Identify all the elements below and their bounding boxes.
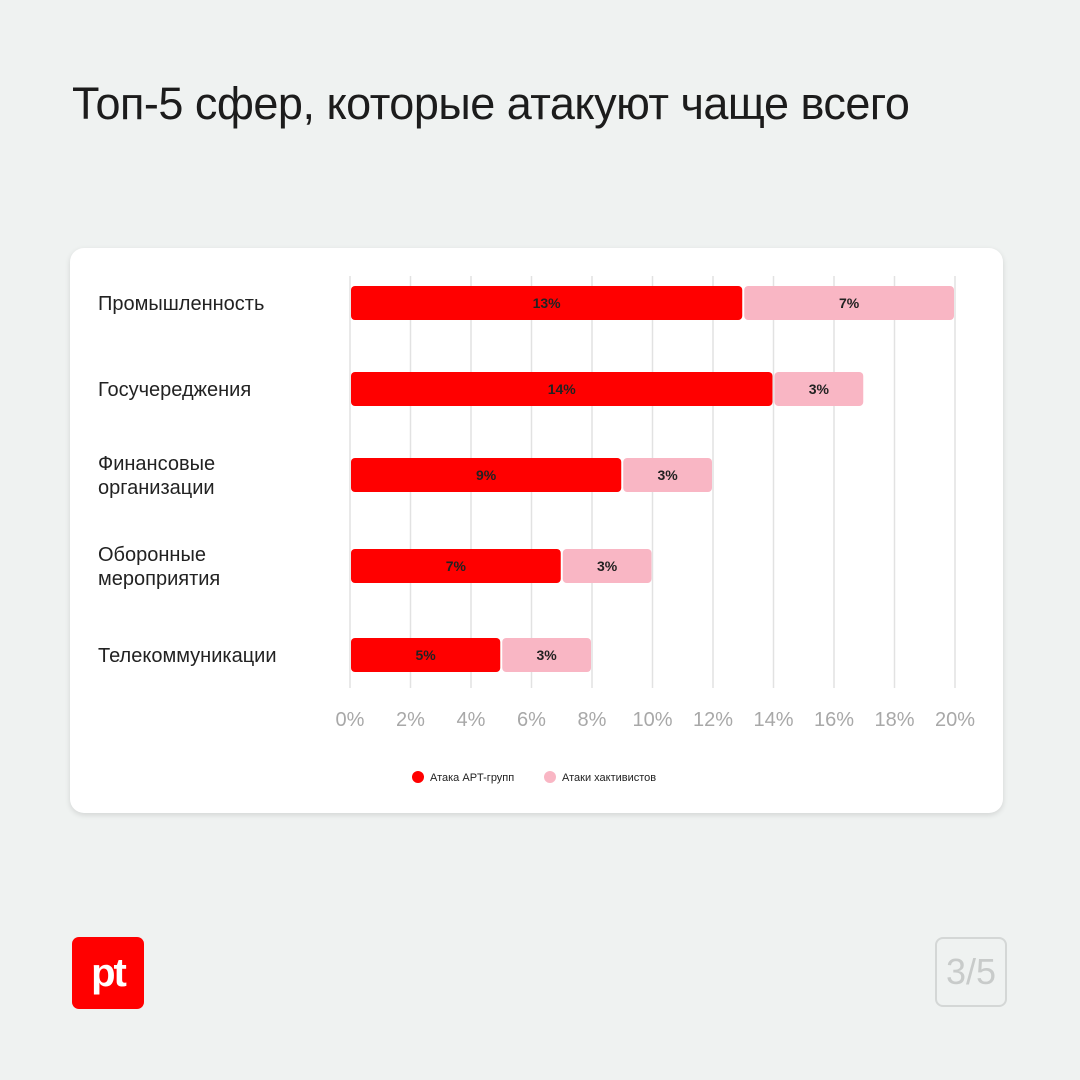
data-label: 3%	[809, 381, 830, 397]
data-label: 9%	[476, 467, 497, 483]
bar-hacktivist	[502, 638, 591, 672]
bar-apt	[351, 372, 773, 406]
category-label: мероприятия	[98, 568, 220, 590]
category-label: Оборонные	[98, 544, 206, 566]
data-label: 3%	[597, 558, 618, 574]
data-label: 13%	[533, 295, 562, 311]
page-indicator: 3/5	[935, 937, 1007, 1007]
data-label: 14%	[548, 381, 577, 397]
page-title: Топ-5 сфер, которые атакуют чаще всего	[72, 78, 910, 129]
x-tick-label: 8%	[578, 709, 607, 731]
data-label: 7%	[839, 295, 860, 311]
category-label: Госучереджения	[98, 379, 251, 401]
chart-card: 0% 2% 4% 6% 8% 10% 12% 14% 16% 18% 20% Промышленнос…	[70, 248, 1003, 813]
category-label: Промышленность	[98, 293, 264, 315]
data-label: 3%	[658, 467, 679, 483]
category-label: Телекоммуникации	[98, 645, 277, 667]
bar-chart: 0% 2% 4% 6% 8% 10% 12% 14% 16% 18% 20% Промышленнос…	[98, 276, 975, 784]
x-tick-label: 16%	[814, 709, 854, 731]
bar-apt	[351, 549, 561, 583]
bar-hacktivist	[623, 458, 712, 492]
bar-apt	[351, 638, 501, 672]
bar-apt	[351, 286, 743, 320]
pt-logo: pt	[72, 937, 144, 1009]
x-tick-label: 20%	[935, 709, 975, 731]
data-label: 3%	[537, 647, 558, 663]
x-tick-label: 18%	[874, 709, 914, 731]
data-label: 7%	[446, 558, 467, 574]
x-tick-label: 0%	[336, 709, 365, 731]
x-tick-label: 12%	[693, 709, 733, 731]
category-label: Финансовые	[98, 453, 215, 475]
x-tick-label: 10%	[632, 709, 672, 731]
x-tick-label: 4%	[457, 709, 486, 731]
bar-apt	[351, 458, 622, 492]
x-tick-label: 2%	[396, 709, 425, 731]
bar-hacktivist	[774, 372, 864, 406]
x-tick-label: 6%	[517, 709, 546, 731]
legend-marker	[412, 771, 424, 783]
bar-hacktivist	[744, 286, 954, 320]
data-label: 5%	[416, 647, 437, 663]
legend-label: Атаки хактивистов	[562, 772, 656, 784]
legend-marker	[544, 771, 556, 783]
bar-hacktivist	[562, 549, 652, 583]
logo-text: pt	[91, 950, 127, 995]
legend-label: Атака APT-групп	[430, 772, 514, 784]
x-tick-label: 14%	[753, 709, 793, 731]
category-label: организации	[98, 477, 215, 499]
